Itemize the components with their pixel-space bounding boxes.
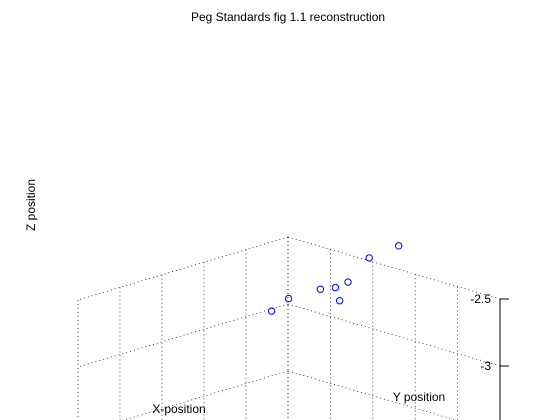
x-axis-label: X-position bbox=[152, 402, 205, 416]
y-axis-label: Y position bbox=[393, 390, 445, 404]
z-tick-label: -2.5 bbox=[470, 292, 491, 306]
z-tick-label: -3 bbox=[480, 359, 491, 373]
chart-title: Peg Standards fig 1.1 reconstruction bbox=[191, 10, 385, 24]
z-axis-label: Z position bbox=[24, 179, 38, 231]
